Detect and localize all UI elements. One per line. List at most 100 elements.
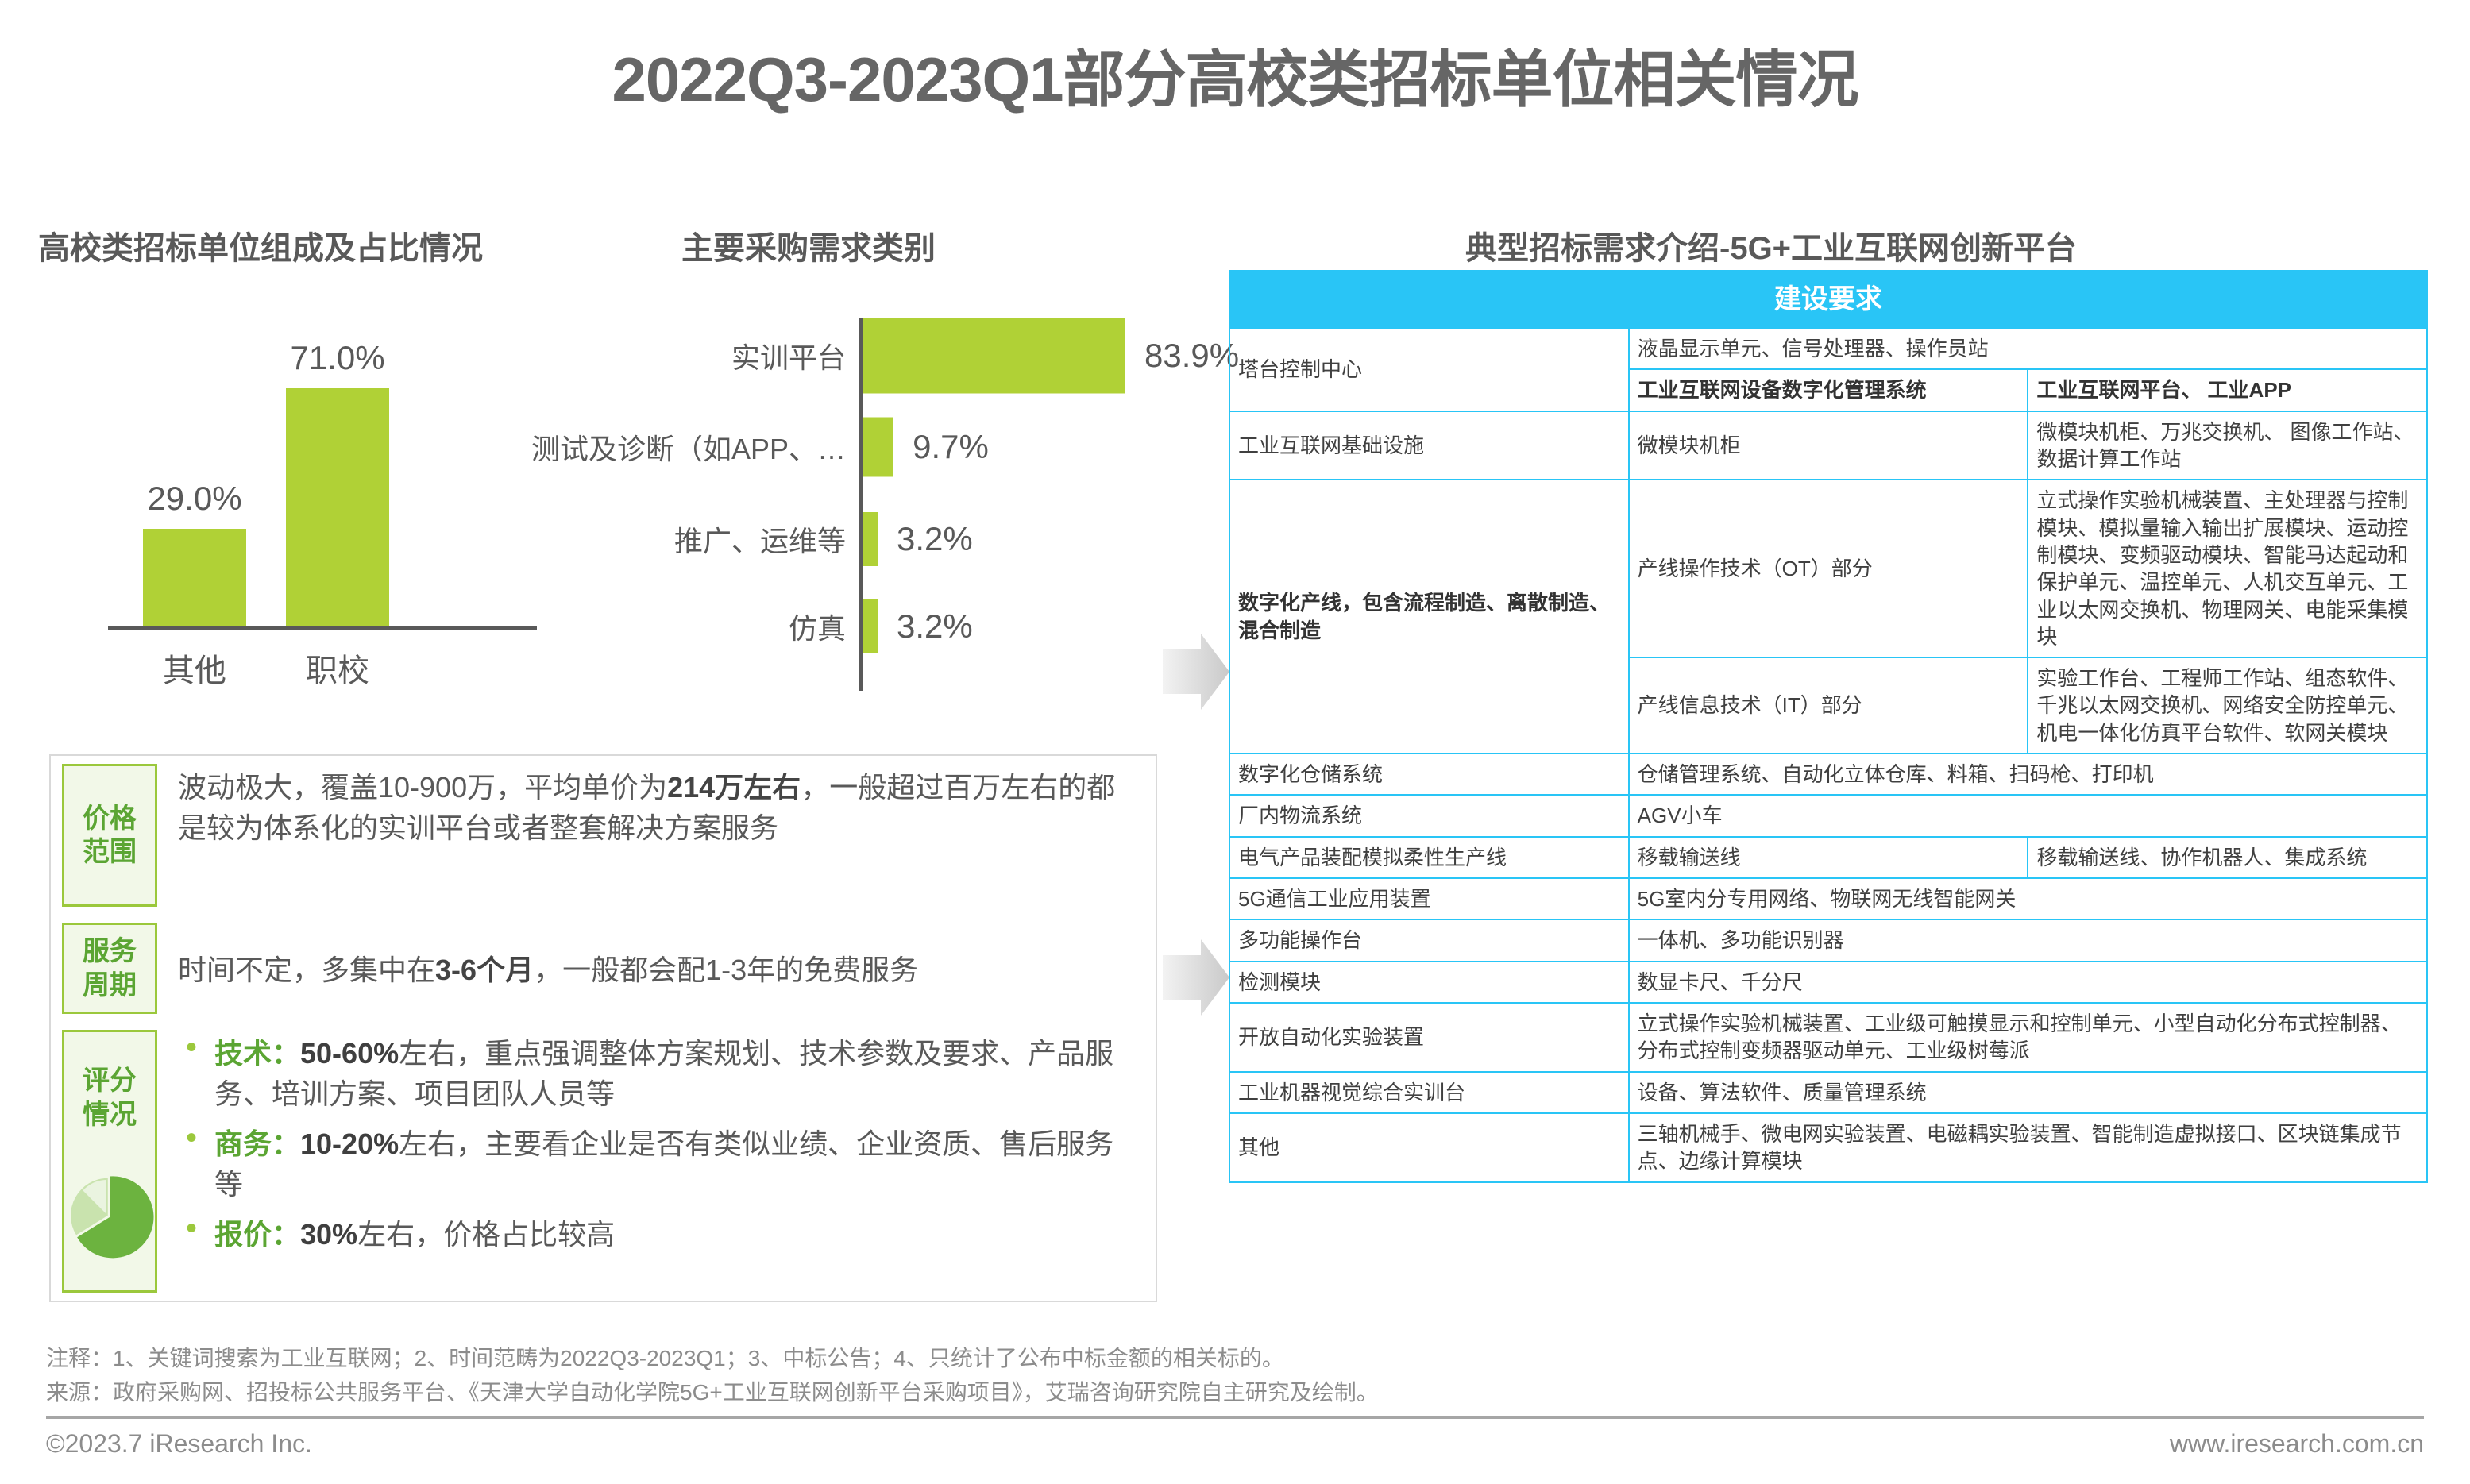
table-cell-category: 塔台控制中心 — [1229, 327, 1630, 412]
table-head: 建设要求 — [1229, 270, 2428, 329]
copyright-text: ©2023.7 iResearch Inc. — [46, 1429, 312, 1458]
table-cell-subcategory: 设备、算法软件、质量管理系统 — [1627, 1070, 2429, 1114]
table-cell-category: 开放自动化实验装置 — [1229, 1001, 1630, 1073]
info-tag-line: 服务 — [83, 936, 137, 966]
bar-category-label: 推广、运维等 — [673, 525, 846, 557]
table-cell-category: 其他 — [1229, 1112, 1630, 1183]
table-row: 产线信息技术（IT）部分 实验工作台、工程师工作站、组态软件、千兆以太网交换机、网… — [1229, 657, 2428, 755]
table-row: 开放自动化实验装置 立式操作实验机械装置、工业级可触摸显示和控制单元、小型自动化分… — [1229, 1001, 2429, 1073]
table-cell-subcategory: 液晶显示单元、信号处理器、操作员站 — [1627, 326, 2429, 371]
table-cell-category: 多功能操作台 — [1229, 919, 1630, 962]
info-box-group: 价格 范围 波动极大，覆盖10-900万，平均单价为214万左右，一般超过百万左… — [49, 754, 1157, 1302]
footnote-note: 注释：1、关键词搜索为工业互联网；2、时间范畴为2022Q3-2023Q1；3、… — [46, 1346, 1284, 1370]
column-chart-axis — [108, 626, 537, 630]
list-item: 报价：30%左右，价格占比较高 — [178, 1212, 1138, 1255]
section-heading-middle: 主要采购需求类别 — [681, 231, 936, 266]
table-cell-category: 数字化产线，包含流程制造、离散制造、混合制造 — [1229, 479, 1630, 755]
footnote-source: 来源：政府采购网、招投标公共服务平台、《天津大学自动化学院5G+工业互联网创新平… — [46, 1379, 1379, 1405]
bar-fill — [863, 417, 894, 476]
table-cell-subcategory: 移载输送线 — [1627, 835, 2029, 880]
table-cell-subcategory: 仓储管理系统、自动化立体仓库、料箱、扫码枪、打印机 — [1627, 753, 2429, 796]
table-cell-detail: 立式操作实验机械装置、主处理器与控制模块、模拟量输入输出扩展模块、运动控制模块、… — [2027, 479, 2428, 659]
info-tag-scoring: 评分 情况 — [62, 1030, 157, 1293]
table-row: 数字化仓储系统 仓储管理系统、自动化立体仓库、料箱、扫码枪、打印机 — [1229, 753, 2429, 796]
table-cell-subcategory: 5G室内分专用网络、物联网无线智能网关 — [1627, 877, 2429, 921]
info-tag-line: 价格 — [83, 803, 137, 834]
bar-value-label: 9.7% — [913, 427, 989, 465]
requirements-table: 建设要求 塔台控制中心 液晶显示单元、信号处理器、操作员站 工业互联网设备数字化管理… — [1229, 270, 2429, 1183]
section-heading-right: 典型招标需求介绍-5G+工业互联网创新平台 — [1465, 231, 2078, 266]
table-cell-category: 检测模块 — [1229, 960, 1630, 1004]
bar-row: 测试及诊断（如APP、… 9.7% — [445, 417, 1231, 476]
table-cell-detail: 工业互联网平台、 工业APP — [2027, 368, 2428, 412]
info-tag-line: 情况 — [83, 1099, 137, 1130]
bar-category-label: 实训平台 — [731, 341, 846, 374]
table-header-row: 建设要求 — [1229, 270, 2428, 329]
column-chart: 29.0% 71.0% 其他 职校 — [48, 310, 604, 707]
column-bar-vocational — [286, 388, 389, 626]
table-cell-detail: 微模块机柜、万兆交换机、 图像工作站、 数据计算工作站 — [2027, 410, 2428, 481]
table-row: 5G通信工业应用装置 5G室内分专用网络、物联网无线智能网关 — [1229, 877, 2429, 921]
table-row: 厂内物流系统 AGV小车 — [1229, 794, 2429, 838]
right-arrow-icon — [1163, 634, 1229, 710]
table-cell-detail: 实验工作台、工程师工作站、组态软件、千兆以太网交换机、网络安全防控单元、机电一体… — [2027, 657, 2428, 755]
column-bar-other — [143, 529, 246, 626]
info-row-scoring: 评分 情况 技术：50-60%左右，重点强调整体方案规划、技 — [51, 1022, 1159, 1301]
bar-category-label: 仿真 — [788, 612, 846, 645]
info-tag-line: 评分 — [83, 1066, 137, 1096]
info-tag-price-range: 价格 范围 — [62, 764, 157, 907]
table-row: 数字化产线，包含流程制造、离散制造、混合制造 产线操作技术（OT）部分 立式操作实验… — [1229, 479, 2428, 755]
table-row: 工业机器视觉综合实训台 设备、算法软件、质量管理系统 — [1229, 1070, 2429, 1114]
website-url: www.iresearch.com.cn — [2169, 1429, 2424, 1458]
info-tag-service-period: 服务 周期 — [62, 923, 157, 1014]
table-cell-subcategory: 产线操作技术（OT）部分 — [1627, 479, 2029, 659]
column-value-other: 29.0% — [147, 480, 242, 518]
info-tag-line: 范围 — [83, 837, 137, 867]
bar-fill — [863, 599, 878, 653]
right-arrow-icon — [1163, 939, 1229, 1016]
bar-value-label: 3.2% — [897, 520, 973, 557]
column-value-vocational: 71.0% — [290, 339, 385, 376]
table-cell-subcategory: 微模块机柜 — [1627, 410, 2029, 481]
table-cell-category: 5G通信工业应用装置 — [1229, 877, 1630, 921]
info-row-service-period: 服务 周期 时间不定，多集中在3-6个月，一般都会配1-3年的免费服务 — [51, 915, 1159, 1022]
table-row: 检测模块 数显卡尺、千分尺 — [1229, 960, 2429, 1004]
table-row: 电气产品装配模拟柔性生产线 移载输送线 移载输送线、协作机器人、集成系统 — [1229, 835, 2428, 880]
table-cell-subcategory: 立式操作实验机械装置、工业级可触摸显示和控制单元、小型自动化分布式控制器、分布式… — [1627, 1001, 2429, 1073]
scoring-pie-chart — [65, 1173, 154, 1270]
table-row: 工业互联网基础设施 微模块机柜 微模块机柜、万兆交换机、 图像工作站、 数据计算工作… — [1229, 410, 2428, 481]
bar-chart-axis — [859, 318, 863, 691]
table-cell-category: 厂内物流系统 — [1229, 794, 1630, 838]
info-tag-line: 周期 — [83, 969, 137, 1000]
bar-row: 推广、运维等 3.2% — [445, 512, 1231, 566]
table-cell-category: 工业互联网基础设施 — [1229, 410, 1630, 481]
table-cell-subcategory: AGV小车 — [1627, 794, 2429, 838]
table-cell-subcategory: 一体机、多功能识别器 — [1627, 919, 2429, 962]
pie-chart-icon — [71, 1175, 154, 1258]
scoring-bullet-list: 技术：50-60%左右，重点强调整体方案规划、技术参数及要求、产品服务、培训方案… — [178, 1031, 1138, 1255]
bar-value-label: 83.9% — [1144, 336, 1240, 374]
bar-value-label: 3.2% — [897, 607, 973, 645]
table-cell-detail: 移载输送线、协作机器人、集成系统 — [2027, 835, 2428, 880]
table-cell-subcategory: 数显卡尺、千分尺 — [1627, 960, 2429, 1004]
section-heading-left: 高校类招标单位组成及占比情况 — [38, 231, 483, 266]
table-row: 多功能操作台 一体机、多功能识别器 — [1229, 919, 2429, 962]
info-text-service-period: 时间不定，多集中在3-6个月，一般都会配1-3年的免费服务 — [178, 953, 919, 986]
horizontal-bar-chart: 实训平台 83.9% 测试及诊断（如APP、… 9.7% 推广、运维等 3.2%… — [445, 318, 1239, 715]
table-cell-category: 数字化仓储系统 — [1229, 753, 1630, 796]
table-body: 塔台控制中心 液晶显示单元、信号处理器、操作员站 工业互联网设备数字化管理系统 工业互… — [1229, 326, 2429, 1183]
bar-row: 实训平台 83.9% — [445, 318, 1239, 393]
table-row: 工业互联网设备数字化管理系统 工业互联网平台、 工业APP — [1229, 368, 2428, 412]
table-row: 其他 三轴机械手、微电网实验装置、电磁耦实验装置、智能制造虚拟接口、区块链集成节点… — [1229, 1112, 2429, 1183]
page-title: 2022Q3-2023Q1部分高校类招标单位相关情况 — [612, 44, 1858, 114]
table-cell-subcategory: 三轴机械手、微电网实验装置、电磁耦实验装置、智能制造虚拟接口、区块链集成节点、边… — [1627, 1112, 2429, 1183]
footnotes: 注释：1、关键词搜索为工业互联网；2、时间范畴为2022Q3-2023Q1；3、… — [46, 1342, 2429, 1409]
table-cell-category: 工业机器视觉综合实训台 — [1229, 1070, 1630, 1114]
list-item: 商务：10-20%左右，主要看企业是否有类似业绩、企业资质、售后服务等 — [178, 1122, 1138, 1205]
bar-row: 仿真 3.2% — [445, 599, 1231, 653]
table-row: 塔台控制中心 液晶显示单元、信号处理器、操作员站 — [1229, 326, 2429, 412]
info-text-scoring: 技术：50-60%左右，重点强调整体方案规划、技术参数及要求、产品服务、培训方案… — [157, 1022, 1159, 1301]
bar-fill — [863, 512, 878, 566]
footer-divider — [46, 1416, 2424, 1419]
